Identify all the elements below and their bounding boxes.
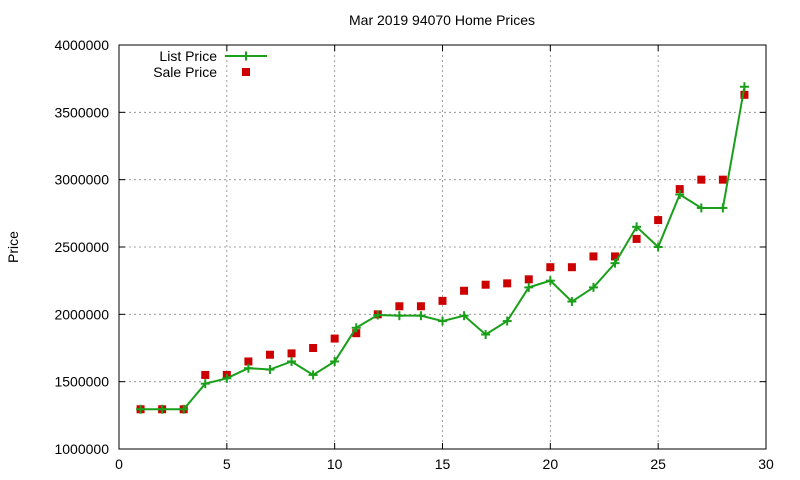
list-price-point	[502, 316, 512, 326]
series-list-price	[136, 82, 749, 414]
y-tick-label: 4000000	[54, 37, 109, 53]
sale-price-point	[265, 350, 274, 359]
list-price-point	[136, 404, 146, 414]
list-price-point	[610, 258, 620, 268]
x-tick-label: 25	[650, 456, 666, 472]
sale-price-point	[740, 90, 749, 99]
sale-price-point	[697, 175, 706, 184]
sale-price-point	[567, 263, 576, 272]
legend-label-list-price: List Price	[159, 48, 217, 64]
x-tick-label: 20	[543, 456, 559, 472]
list-price-point	[265, 365, 275, 375]
list-price-point	[287, 356, 297, 366]
sale-price-point	[416, 302, 425, 311]
list-price-point	[632, 222, 642, 232]
sale-price-point	[524, 275, 533, 284]
chart-title: Mar 2019 94070 Home Prices	[349, 12, 535, 28]
sale-price-point	[675, 185, 684, 194]
list-price-point	[545, 276, 555, 286]
legend-swatch-sale-price	[242, 68, 250, 76]
list-price-point	[373, 310, 383, 320]
sale-price-point	[481, 280, 490, 289]
sale-price-point	[201, 370, 210, 379]
sale-price-point	[352, 329, 361, 338]
list-price-point	[351, 323, 361, 333]
sale-price-point	[330, 334, 339, 343]
list-price-point	[222, 373, 232, 383]
list-price-point	[481, 330, 491, 340]
x-tick-label: 0	[115, 456, 123, 472]
list-price-point	[718, 203, 728, 213]
sale-price-point	[611, 252, 620, 261]
sale-price-point	[632, 234, 641, 243]
y-tick-label: 2000000	[54, 306, 109, 322]
grid-lines	[119, 45, 766, 449]
legend-label-sale-price: Sale Price	[153, 64, 217, 80]
list-price-point	[157, 404, 167, 414]
y-tick-label: 1000000	[54, 441, 109, 457]
list-price-point	[675, 189, 685, 199]
list-price-point	[394, 311, 404, 321]
x-tick-label: 5	[223, 456, 231, 472]
list-price-point	[653, 242, 663, 252]
list-price-point	[459, 311, 469, 321]
y-tick-label: 3000000	[54, 172, 109, 188]
list-price-point	[739, 82, 749, 92]
list-price-point	[330, 356, 340, 366]
y-axis-label: Price	[5, 231, 21, 263]
list-price-point	[696, 203, 706, 213]
list-price-point	[200, 379, 210, 389]
list-price-point	[524, 282, 534, 292]
sale-price-point	[546, 263, 555, 272]
sale-price-point	[503, 279, 512, 288]
sale-price-point	[309, 344, 318, 352]
list-price-point	[438, 316, 447, 326]
sale-price-point	[438, 296, 447, 305]
y-tick-label: 3500000	[54, 104, 109, 120]
list-price-point	[243, 363, 253, 373]
list-price-point	[567, 297, 577, 307]
x-tick-label: 30	[758, 456, 774, 472]
list-price-point	[179, 404, 189, 414]
y-tick-label: 1500000	[54, 374, 109, 390]
sale-price-point	[654, 216, 663, 225]
sale-price-point	[460, 286, 469, 295]
x-tick-label: 10	[327, 456, 343, 472]
sale-price-point	[287, 349, 296, 358]
y-tick-label: 2500000	[54, 239, 109, 255]
sale-price-point	[589, 252, 598, 261]
sale-price-point	[244, 357, 253, 366]
sale-price-point	[718, 175, 727, 184]
list-price-point	[308, 370, 318, 380]
list-price-point	[588, 282, 598, 292]
series-sale-price	[136, 90, 749, 414]
list-price-point	[416, 311, 426, 321]
x-tick-label: 15	[435, 456, 451, 472]
sale-price-point	[395, 302, 404, 311]
